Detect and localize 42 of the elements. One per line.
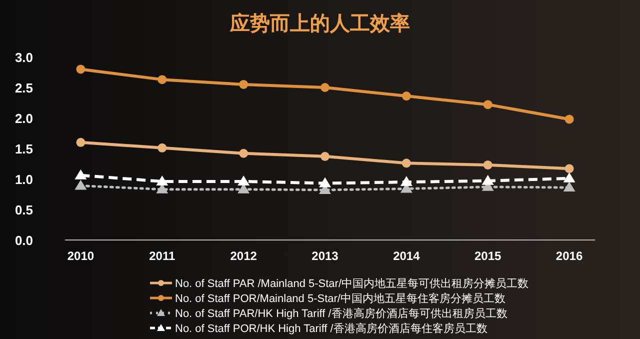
point [564, 164, 574, 174]
point [76, 64, 86, 74]
x-tick-label: 2016 [556, 249, 583, 263]
point [564, 114, 574, 124]
y-tick-label: 2.5 [14, 80, 34, 96]
point [238, 175, 250, 186]
point [482, 174, 494, 185]
chart-title: 应势而上的人工效率 [229, 12, 410, 35]
legend-label: No. of Staff POR/HK High Tariff /香港高房价酒店每住客房员工数 [175, 322, 488, 335]
point [320, 152, 330, 161]
point [402, 158, 411, 168]
point [239, 148, 248, 158]
x-tick-label: 2015 [474, 249, 502, 263]
x-tick-label: 2012 [230, 249, 258, 263]
legend-label: No. of Staff PAR /Mainland 5-Star/中国内地五星每可供出租房分摊员工数 [175, 277, 529, 290]
x-tick-label: 2011 [149, 249, 176, 263]
point [239, 80, 248, 89]
point [563, 182, 576, 192]
point [158, 143, 167, 152]
point [320, 83, 330, 92]
point [156, 175, 168, 186]
y-tick-label: 1.0 [14, 172, 34, 187]
y-tick-label: 0.5 [14, 202, 34, 218]
point [74, 169, 87, 180]
point [563, 172, 576, 182]
legend-label: No. of Staff PAR/HK High Tariff /香港高房价酒店每可供出租房员工数 [175, 307, 508, 320]
point [400, 176, 412, 186]
point [483, 160, 492, 170]
point [402, 92, 411, 101]
point [319, 177, 331, 188]
x-tick-label: 2010 [67, 249, 94, 263]
legend-label: No. of Staff POR/Mainland 5-Star/中国内地五星每住客房分摊员工数 [175, 292, 506, 305]
point [483, 100, 492, 110]
y-tick-label: 1.5 [14, 142, 34, 156]
point [158, 75, 167, 84]
y-tick-label: 0.0 [14, 233, 34, 248]
x-tick-label: 2014 [393, 249, 420, 263]
x-tick-label: 2013 [312, 249, 339, 263]
point [76, 138, 86, 147]
point [74, 180, 87, 190]
y-tick-label: 2.0 [14, 111, 34, 126]
y-tick-label: 3.0 [14, 50, 34, 65]
